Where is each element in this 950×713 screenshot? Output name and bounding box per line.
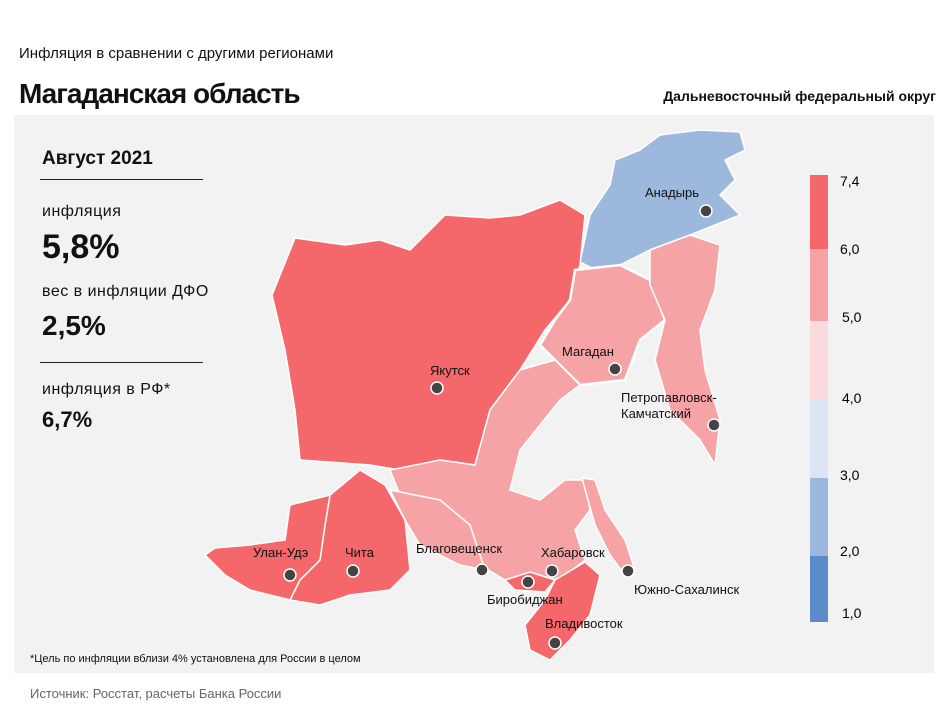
region-buryatia[interactable]	[203, 493, 331, 601]
subtitle: Инфляция в сравнении с другими регионами	[19, 45, 334, 62]
legend-swatch	[810, 249, 828, 321]
city-dot	[548, 636, 562, 650]
legend-swatch	[810, 400, 828, 478]
city-label: Владивосток	[545, 616, 623, 631]
region-kamchatka[interactable]	[649, 234, 721, 468]
region-sakhalin[interactable]	[580, 477, 636, 576]
weight-label: вес в инфляции ДФО	[42, 283, 209, 300]
city-dot	[699, 204, 713, 218]
legend-swatch	[810, 321, 828, 400]
legend-tick: 2,0	[840, 543, 860, 559]
inflation-value: 5,8%	[42, 228, 120, 266]
city-label: Улан-Удэ	[253, 545, 309, 560]
legend-tick: 1,0	[842, 605, 862, 621]
region-khabarovsk[interactable]	[388, 359, 591, 581]
city-dot	[545, 564, 559, 578]
city-label: Южно-Сахалинск	[634, 582, 739, 597]
legend-tick: 3,0	[840, 467, 860, 483]
rf-inflation-value: 6,7%	[42, 407, 93, 432]
legend-tick: 5,0	[842, 309, 862, 325]
city-dot	[621, 564, 635, 578]
district-label: Дальневосточный федеральный округ	[663, 88, 936, 104]
city-label: Хабаровск	[541, 545, 605, 560]
legend-swatch	[810, 175, 828, 249]
city-label: Благовещенск	[416, 541, 502, 556]
city-label: Магадан	[562, 344, 614, 359]
period: Август 2021	[42, 148, 153, 169]
city-label: Петропавловск-	[621, 390, 717, 405]
source: Источник: Росстат, расчеты Банка России	[30, 686, 282, 701]
region-primorye[interactable]	[524, 561, 601, 661]
legend-swatch	[810, 556, 828, 622]
region-amur[interactable]	[388, 488, 487, 571]
city-dot	[283, 568, 297, 582]
city-dot	[707, 418, 721, 432]
city-dot	[430, 381, 444, 395]
legend-swatch	[810, 478, 828, 556]
color-legend: 7,4 6,0 5,0 4,0 3,0 2,0 1,0	[810, 173, 862, 622]
city-dot	[521, 575, 535, 589]
city-dot	[475, 563, 489, 577]
region-magadan[interactable]	[538, 263, 667, 387]
region-yakutia[interactable]	[271, 199, 586, 471]
inflation-label: инфляция	[42, 203, 122, 220]
legend-tick: 4,0	[842, 390, 862, 406]
city-dot	[608, 362, 622, 376]
legend-tick: 7,4	[840, 173, 860, 189]
rf-inflation-label: инфляция в РФ*	[42, 381, 171, 398]
page-title: Магаданская область	[19, 78, 301, 109]
weight-value: 2,5%	[42, 310, 106, 341]
city-label: Якутск	[430, 363, 470, 378]
divider	[40, 362, 203, 363]
city-label: Анадырь	[645, 185, 699, 200]
city-label: Биробиджан	[487, 592, 563, 607]
divider	[40, 179, 203, 180]
city-label: Чита	[345, 545, 375, 560]
legend-tick: 6,0	[840, 241, 860, 257]
footnote: *Цель по инфляции вблизи 4% установлена …	[30, 653, 361, 665]
city-label: Камчатский	[621, 406, 691, 421]
city-dot	[346, 564, 360, 578]
